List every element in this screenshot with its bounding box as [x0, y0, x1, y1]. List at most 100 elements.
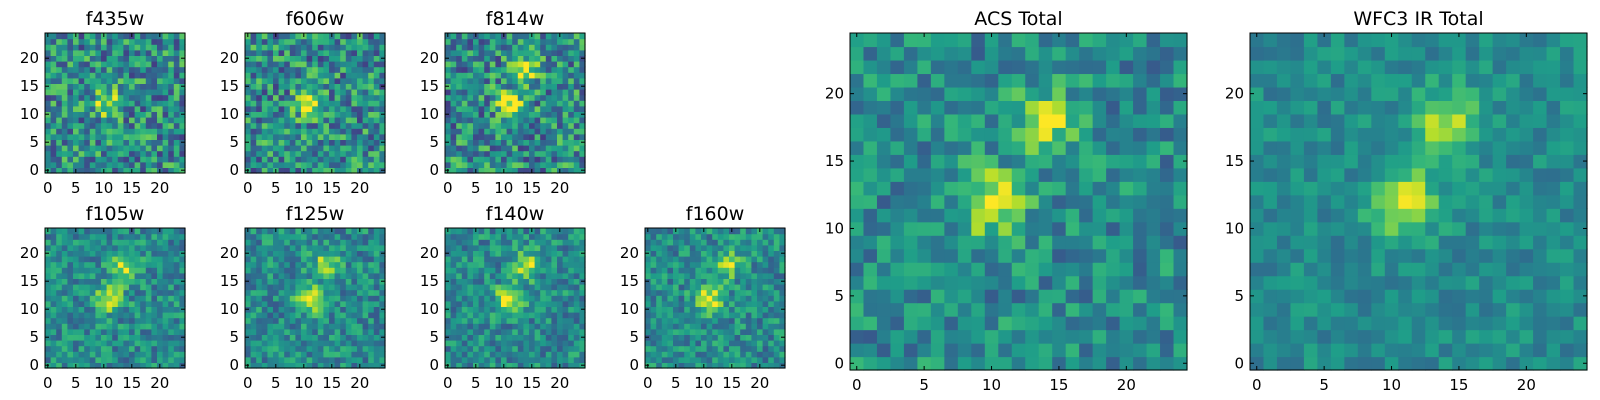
heatmap-cell: [779, 323, 786, 330]
heatmap-cell: [67, 100, 74, 107]
heatmap-cell: [84, 323, 91, 330]
heatmap-cell: [351, 49, 358, 56]
heatmap-cell: [323, 328, 330, 335]
heatmap-cell: [56, 278, 63, 285]
heatmap-cell: [661, 228, 668, 235]
heatmap-cell: [456, 117, 463, 124]
heatmap-cell: [112, 44, 119, 51]
heatmap-cell: [134, 33, 141, 40]
heatmap-cell: [267, 250, 274, 257]
heatmap-cell: [944, 167, 959, 182]
x-tick-label: 5: [471, 179, 481, 197]
heatmap-cell: [368, 111, 375, 118]
heatmap-cell: [362, 345, 369, 352]
heatmap-cell: [301, 133, 308, 140]
heatmap-cell: [345, 133, 352, 140]
heatmap-cell: [250, 150, 257, 157]
heatmap-cell: [89, 244, 96, 251]
heatmap-cell: [489, 105, 496, 112]
heatmap-cell: [678, 239, 685, 246]
heatmap-cell: [295, 256, 302, 263]
heatmap-cell: [478, 256, 485, 263]
heatmap-cell: [745, 306, 752, 313]
heatmap-cell: [78, 167, 85, 174]
heatmap-cell: [145, 145, 152, 152]
heatmap-cell: [1065, 181, 1080, 196]
heatmap-cell: [467, 117, 474, 124]
heatmap-cell: [261, 167, 268, 174]
heatmap-cell: [306, 295, 313, 302]
heatmap-cell: [757, 272, 764, 279]
heatmap-cell: [261, 139, 268, 146]
heatmap-cell: [517, 278, 524, 285]
heatmap-cell: [368, 133, 375, 140]
heatmap-cell: [295, 55, 302, 62]
x-tick-label: 5: [671, 374, 681, 392]
heatmap-cell: [450, 261, 457, 268]
heatmap-cell: [473, 55, 480, 62]
heatmap-cell: [573, 261, 580, 268]
heatmap-cell: [656, 362, 663, 369]
heatmap-cell: [545, 133, 552, 140]
heatmap-cell: [734, 300, 741, 307]
heatmap-cell: [1065, 194, 1080, 209]
heatmap-cell: [445, 295, 452, 302]
heatmap-cell: [551, 317, 558, 324]
heatmap-cell: [362, 250, 369, 257]
heatmap-cell: [134, 111, 141, 118]
heatmap-cell: [551, 61, 558, 68]
heatmap-cell: [301, 139, 308, 146]
heatmap-cell: [134, 362, 141, 369]
heatmap-cell: [701, 233, 708, 240]
heatmap-cell: [890, 262, 905, 277]
heatmap-cell: [456, 317, 463, 324]
heatmap-cell: [89, 306, 96, 313]
heatmap-cell: [323, 77, 330, 84]
heatmap-cell: [173, 272, 180, 279]
heatmap-cell: [573, 289, 580, 296]
heatmap-cell: [323, 122, 330, 129]
heatmap-cell: [1079, 302, 1094, 317]
heatmap-cell: [134, 61, 141, 68]
heatmap-cell: [551, 289, 558, 296]
heatmap-cell: [306, 145, 313, 152]
heatmap-cell: [261, 61, 268, 68]
heatmap-cell: [261, 111, 268, 118]
heatmap-cell: [256, 317, 263, 324]
heatmap-cell: [903, 356, 918, 371]
heatmap-cell: [512, 323, 519, 330]
heatmap-cell: [323, 167, 330, 174]
heatmap-cell: [1106, 167, 1121, 182]
heatmap-cell: [984, 248, 999, 263]
heatmap-cell: [157, 278, 164, 285]
heatmap-cell: [89, 139, 96, 146]
heatmap-cell: [701, 312, 708, 319]
heatmap-cell: [306, 272, 313, 279]
heatmap-cell: [129, 295, 136, 302]
heatmap-cell: [557, 66, 564, 73]
heatmap-cell: [67, 128, 74, 135]
heatmap-cell: [573, 317, 580, 324]
heatmap-cell: [334, 117, 341, 124]
heatmap-cell: [1079, 235, 1094, 250]
heatmap-cell: [123, 284, 130, 291]
heatmap-cell: [301, 295, 308, 302]
heatmap-cell: [540, 145, 547, 152]
heatmap-cell: [545, 139, 552, 146]
heatmap-cell: [134, 345, 141, 352]
heatmap-cell: [1160, 194, 1175, 209]
heatmap-cell: [284, 306, 291, 313]
heatmap-cell: [645, 312, 652, 319]
heatmap-cell: [568, 128, 575, 135]
heatmap-cell: [930, 262, 945, 277]
heatmap-cell: [117, 66, 124, 73]
heatmap-cell: [329, 49, 336, 56]
heatmap-cell: [495, 105, 502, 112]
heatmap-cell: [45, 117, 52, 124]
heatmap-cell: [740, 345, 747, 352]
heatmap-cell: [656, 239, 663, 246]
heatmap-cell: [84, 362, 91, 369]
heatmap-cell: [140, 278, 147, 285]
heatmap-cell: [484, 272, 491, 279]
x-tick-label: 10: [494, 374, 513, 392]
